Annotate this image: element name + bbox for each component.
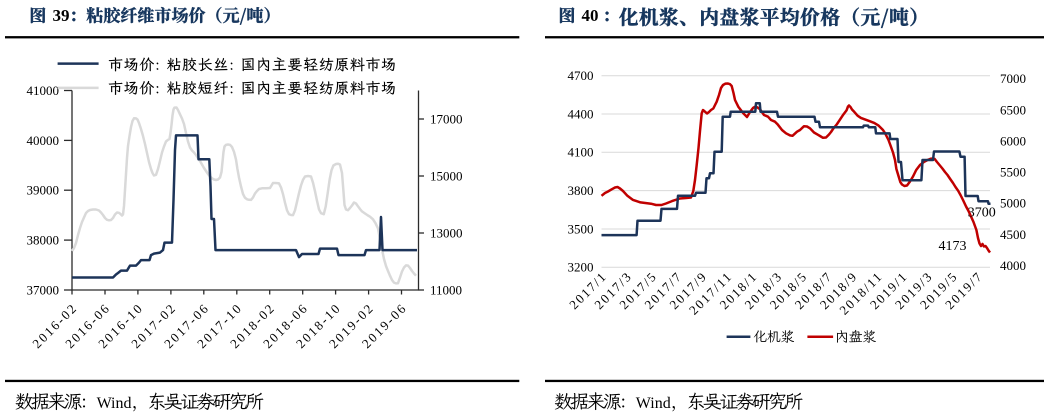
svg-text:7000: 7000 (1000, 71, 1026, 86)
svg-text:5500: 5500 (1000, 165, 1026, 180)
svg-text:Wind: Wind (636, 395, 671, 412)
svg-text:39000: 39000 (27, 183, 60, 198)
svg-text:4500: 4500 (1000, 227, 1026, 242)
svg-text:41000: 41000 (27, 83, 60, 98)
svg-text:3700: 3700 (968, 206, 996, 221)
svg-text:6000: 6000 (1000, 133, 1026, 148)
svg-text:Wind: Wind (97, 395, 132, 412)
svg-text:17000: 17000 (430, 111, 463, 126)
svg-text:4100: 4100 (568, 145, 594, 160)
svg-text:15000: 15000 (430, 168, 463, 183)
svg-text:3200: 3200 (568, 260, 594, 275)
svg-text:4173: 4173 (939, 239, 967, 254)
svg-text:3800: 3800 (568, 183, 594, 198)
svg-text:11000: 11000 (430, 282, 462, 297)
svg-text:4000: 4000 (1000, 258, 1026, 273)
svg-text:3500: 3500 (568, 221, 594, 236)
svg-text:39: 39 (53, 6, 70, 25)
svg-text:38000: 38000 (27, 233, 60, 248)
svg-text:5000: 5000 (1000, 196, 1026, 211)
svg-text:6500: 6500 (1000, 102, 1026, 117)
svg-text:37000: 37000 (27, 282, 60, 297)
svg-text:4400: 4400 (568, 106, 594, 121)
svg-text:13000: 13000 (430, 225, 463, 240)
svg-text:40: 40 (582, 6, 599, 25)
svg-text:40000: 40000 (27, 133, 60, 148)
svg-text:4700: 4700 (568, 68, 594, 83)
